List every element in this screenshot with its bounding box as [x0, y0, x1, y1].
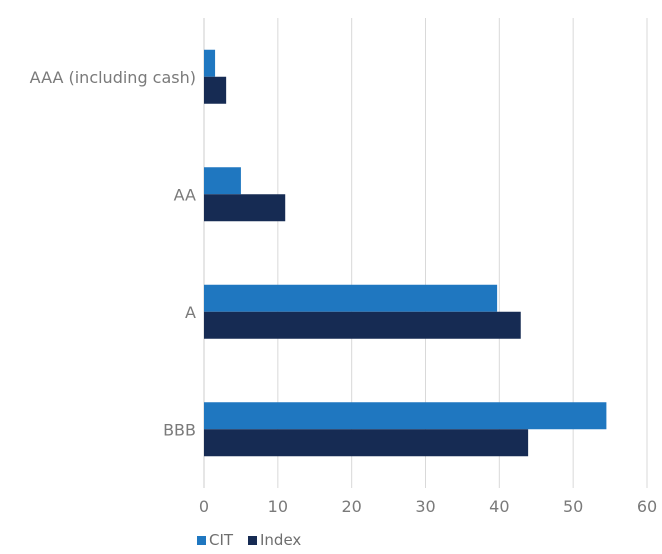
bar-index-3 — [204, 429, 529, 457]
x-tick-label-50: 50 — [563, 497, 583, 516]
bar-cit-0 — [204, 49, 216, 77]
category-label-1: AA — [174, 185, 196, 204]
legend-swatch-index — [248, 536, 257, 545]
category-label-3: BBB — [163, 420, 196, 439]
grid-lines — [203, 18, 648, 488]
x-tick-label-10: 10 — [268, 497, 288, 516]
bar-index-1 — [204, 194, 286, 222]
bars — [204, 49, 607, 457]
x-tick-label-30: 30 — [415, 497, 435, 516]
bar-index-0 — [204, 76, 227, 104]
x-tick-label-0: 0 — [199, 497, 209, 516]
category-label-2: A — [185, 303, 196, 322]
bar-index-2 — [204, 311, 521, 339]
bar-cit-2 — [204, 284, 498, 312]
x-tick-label-60: 60 — [637, 497, 657, 516]
x-tick-labels: 0 10 20 30 40 50 60 — [199, 497, 657, 516]
legend-label-cit: CIT — [209, 531, 234, 549]
bar-cit-3 — [204, 402, 607, 430]
legend: CIT Index — [197, 531, 301, 549]
x-tick-label-20: 20 — [341, 497, 361, 516]
category-label-0: AAA (including cash) — [30, 68, 196, 87]
legend-swatch-cit — [197, 536, 206, 545]
legend-label-index: Index — [260, 531, 301, 549]
bar-cit-1 — [204, 167, 241, 195]
x-tick-label-40: 40 — [489, 497, 509, 516]
